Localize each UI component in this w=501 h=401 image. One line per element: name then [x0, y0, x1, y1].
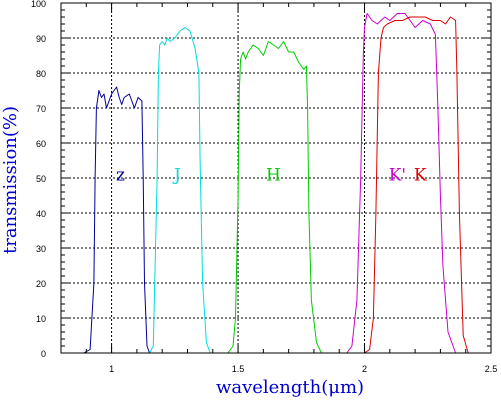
x-axis-title: wavelength(μm) — [216, 377, 364, 398]
x-tick-label: 2.5 — [485, 364, 498, 374]
y-tick-label: 20 — [36, 279, 46, 289]
y-tick-label: 40 — [36, 209, 46, 219]
y-tick-label: 70 — [36, 104, 46, 114]
y-tick-labels: 0 10 20 30 40 50 60 70 80 90 100 — [31, 0, 46, 359]
x-tick-labels: 1 1.5 2 2.5 — [109, 364, 497, 374]
band-label-h: H — [266, 166, 281, 186]
y-tick-label: 50 — [36, 174, 46, 184]
series-curves — [83, 13, 469, 354]
band-labels: z J H K' K — [116, 166, 427, 186]
series-line-h — [227, 41, 322, 354]
series-line-k — [364, 16, 469, 354]
x-tick-label: 1.5 — [232, 364, 245, 374]
band-label-j: J — [172, 166, 181, 186]
x-tick-label: 1 — [109, 364, 114, 374]
band-label-k-prime: K' — [389, 166, 406, 186]
y-tick-label: 0 — [41, 349, 46, 359]
y-tick-label: 60 — [36, 139, 46, 149]
series-line-z — [83, 86, 150, 354]
y-tick-label: 30 — [36, 244, 46, 254]
y-tick-label: 80 — [36, 69, 46, 79]
series-line-j — [149, 27, 211, 354]
y-tick-label: 90 — [36, 34, 46, 44]
band-label-k: K — [414, 166, 427, 186]
y-tick-label: 10 — [36, 314, 46, 324]
x-tick-label: 2 — [362, 364, 367, 374]
y-axis-title: transmission(%) — [0, 106, 21, 254]
series-line-k-prime — [346, 13, 457, 354]
band-label-z: z — [116, 166, 125, 186]
axis-ticks — [61, 2, 492, 354]
y-tick-label: 100 — [31, 0, 46, 9]
